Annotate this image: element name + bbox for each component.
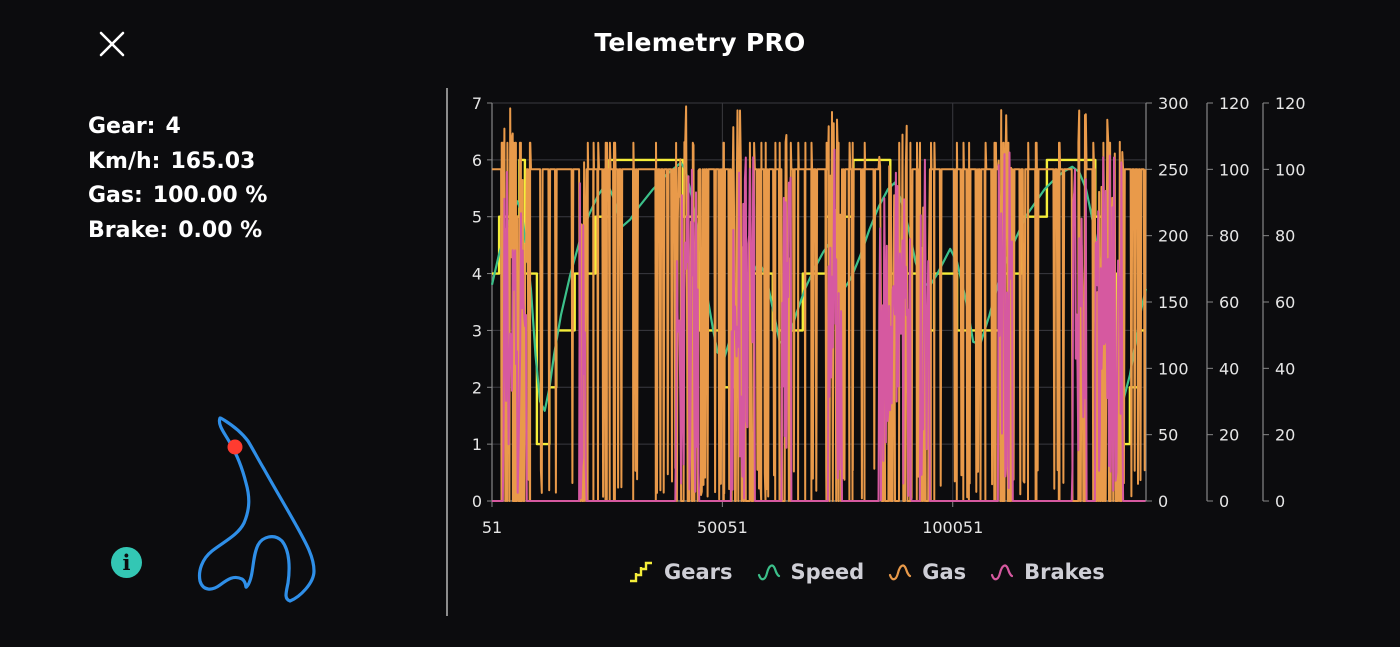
brakes-tick-label: 0	[1275, 492, 1285, 511]
speed-label: Km/h:	[88, 148, 161, 174]
brakes-tick-label: 20	[1275, 426, 1295, 445]
legend-item-speed[interactable]: Speed	[757, 560, 865, 584]
speed-tick-label: 50	[1158, 426, 1178, 445]
brakes-tick-label: 100	[1275, 160, 1306, 179]
x-tick-label: 100051	[922, 518, 983, 537]
legend-label-brakes: Brakes	[1024, 560, 1105, 584]
telemetry-readout: Gear: 4 Km/h: 165.03 Gas: 100.00 % Brake: 0.…	[88, 110, 267, 248]
brake-label: Brake:	[88, 217, 169, 243]
speed-value: 165.03	[170, 148, 256, 174]
series-gears-line	[492, 158, 1146, 446]
x-tick-label: 51	[482, 518, 502, 537]
brakes-tick-label: 120	[1275, 94, 1306, 113]
speed-readout: Km/h: 165.03	[88, 145, 267, 180]
gas-tick-label: 20	[1219, 426, 1239, 445]
speed-wave-icon	[757, 564, 780, 581]
telemetry-chart: 0123456705010015020025030002040608010012…	[472, 94, 1306, 537]
info-icon[interactable]: i	[111, 547, 142, 578]
gas-tick-label: 40	[1219, 359, 1239, 378]
gears-tick-label: 5	[472, 208, 482, 227]
close-icon[interactable]	[96, 28, 128, 60]
gas-value: 100.00 %	[152, 183, 268, 208]
brake-readout: Brake: 0.00 %	[88, 214, 267, 249]
legend-label-gas: Gas	[922, 560, 967, 584]
gears-tick-label: 6	[472, 151, 482, 170]
gears-tick-label: 1	[472, 435, 482, 454]
series-brakes-line	[491, 148, 1146, 502]
series-gas-line	[491, 105, 1147, 502]
legend-item-gas[interactable]: Gas	[888, 560, 966, 584]
gears-tick-label: 7	[472, 94, 482, 113]
gear-value: 4	[165, 114, 181, 139]
speed-tick-label: 0	[1158, 492, 1168, 511]
gas-tick-label: 100	[1219, 160, 1250, 179]
gear-label: Gear:	[88, 114, 156, 139]
gas-tick-label: 80	[1219, 227, 1239, 246]
speed-tick-label: 150	[1158, 293, 1189, 312]
gas-readout: Gas: 100.00 %	[88, 179, 267, 214]
gears-tick-label: 4	[472, 265, 482, 284]
brakes-tick-label: 80	[1275, 227, 1295, 246]
brakes-tick-label: 40	[1275, 359, 1295, 378]
brakes-wave-icon	[991, 564, 1014, 581]
brakes-tick-label: 60	[1275, 293, 1295, 312]
x-tick-label: 50051	[697, 518, 748, 537]
gas-wave-icon	[889, 564, 912, 581]
brake-value: 0.00 %	[178, 217, 263, 243]
track-map	[197, 416, 316, 603]
speed-tick-label: 300	[1158, 94, 1189, 113]
legend-item-brakes[interactable]: Brakes	[990, 560, 1105, 584]
chart-legend: Gears Speed Gas Brakes	[628, 560, 1129, 584]
legend-item-gears[interactable]: Gears	[628, 560, 733, 584]
gas-tick-label: 60	[1219, 293, 1239, 312]
page-title: Telemetry PRO	[594, 28, 806, 57]
speed-tick-label: 100	[1158, 359, 1189, 378]
speed-tick-label: 250	[1158, 160, 1189, 179]
speed-tick-label: 200	[1158, 227, 1189, 246]
legend-label-gears: Gears	[664, 560, 733, 584]
car-position-marker	[227, 439, 243, 455]
track-outline	[197, 416, 316, 603]
panel-divider	[446, 88, 448, 616]
gas-tick-label: 0	[1219, 492, 1229, 511]
legend-label-speed: Speed	[790, 560, 865, 584]
gas-tick-label: 120	[1219, 94, 1250, 113]
gears-tick-label: 0	[472, 492, 482, 511]
gears-tick-label: 3	[472, 321, 482, 340]
gear-readout: Gear: 4	[88, 110, 267, 145]
gears-tick-label: 2	[472, 378, 482, 397]
gears-step-icon	[630, 561, 652, 583]
gas-label: Gas:	[88, 183, 143, 208]
